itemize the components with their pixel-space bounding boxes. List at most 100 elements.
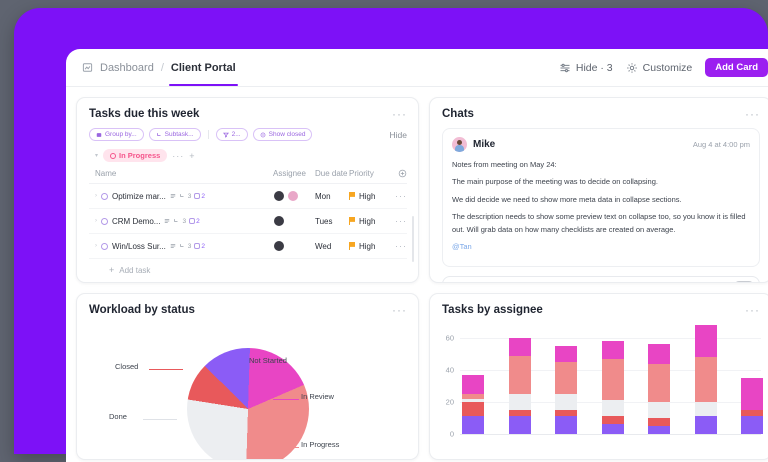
tasks-scrollbar[interactable] [412,216,414,262]
chats-card-menu[interactable]: ··· [745,107,760,121]
description-icon [170,194,176,198]
tasks-hide-link[interactable]: Hide [389,129,407,140]
priority-label: High [359,216,376,226]
chip-show-closed[interactable]: Show closed [252,128,313,141]
bar-segment [508,338,531,356]
add-task-label: Add task [119,265,151,275]
chat-mention[interactable]: @Tan [452,241,472,251]
attachment-count: 2 [196,217,200,225]
pie-slices [186,348,309,459]
status-ring-icon[interactable] [101,242,108,250]
table-row[interactable]: › Optimize mar... 3 2 [89,184,407,209]
column-header-assignee: Assignee [273,169,306,178]
attachment-icon [194,193,201,199]
bar-segment [601,416,624,425]
breadcrumb-client-portal[interactable]: Client Portal [168,61,238,86]
bar-segment [648,363,670,402]
reply-input-wrapper[interactable]: Reply to comment ... ↑ [442,276,760,282]
y-tick-label: 0 [449,429,454,439]
assignee-cell[interactable] [273,215,315,227]
task-group-add[interactable]: + [189,150,196,161]
plus-circle-icon [398,169,407,178]
due-date-cell[interactable]: Tues [315,216,333,226]
top-bar-actions: Hide · 3 Customize Add Card [559,57,768,78]
task-name-cell: › CRM Demo... 3 2 [89,217,273,226]
row-menu[interactable]: ··· [395,240,407,251]
task-name: Win/Loss Sur... [112,241,166,251]
bar-segment [601,358,624,401]
workload-card-menu[interactable]: ··· [392,303,407,317]
pie-chart: Not Started In Review In Progress Done C… [77,322,418,459]
table-row[interactable]: › Win/Loss Sur... 3 2 [89,234,407,259]
bar-column[interactable] [508,338,531,434]
expand-icon[interactable]: › [95,243,97,249]
priority-cell[interactable]: High [349,192,391,201]
due-date-cell[interactable]: Wed [315,241,332,251]
attachment-badge: 2 [194,193,205,200]
bar-segment [462,416,484,434]
row-menu[interactable]: ··· [395,215,407,226]
group-icon [96,132,102,137]
task-meta: 3 2 [170,193,205,200]
expand-icon[interactable]: › [95,193,97,199]
due-date-cell[interactable]: Mon [315,191,331,201]
subtask-count: 3 [187,242,192,250]
status-ring-icon[interactable] [101,192,108,200]
bar-column[interactable] [601,341,624,434]
priority-cell[interactable]: High [349,242,391,251]
customize-button[interactable]: Customize [626,61,693,74]
y-tick-label: 60 [445,333,454,343]
assignee-card-menu[interactable]: ··· [745,303,760,317]
add-column-button[interactable] [391,169,407,178]
bar-column[interactable] [555,346,577,434]
tasks-card-menu[interactable]: ··· [392,107,407,121]
assignee-cell[interactable] [273,240,315,252]
app-page: Dashboard / Client Portal Hide · 3 Custo… [66,49,768,462]
add-task-button[interactable]: + Add task [89,259,407,275]
bar-segment [462,398,484,403]
bar-column[interactable] [694,325,717,434]
task-group-menu[interactable]: ··· [172,150,185,161]
chip-subtask[interactable]: Subtask... [148,128,201,141]
avatar [273,240,285,252]
pie-label-not-started: Not Started [249,356,287,365]
avatar [273,215,285,227]
bar-plot-area [462,322,763,434]
y-tick-label: 40 [445,365,454,375]
sliders-icon [560,63,570,72]
status-badge-in-progress[interactable]: In Progress [103,149,168,162]
bar-segment [694,357,717,403]
priority-cell[interactable]: High [349,217,391,226]
dashboard-icon [82,63,93,72]
tasks-card-title: Tasks due this week [89,108,200,120]
table-row[interactable]: › CRM Demo... 3 2 [89,209,407,234]
hide-button[interactable]: Hide · 3 [559,62,613,74]
bar-segment [508,394,531,411]
bar-column[interactable] [462,374,484,434]
task-name: CRM Demo... [112,216,161,226]
bar-segment [462,402,484,417]
bar-segment [555,346,577,363]
breadcrumb: Dashboard / Client Portal [82,61,238,86]
bar-segment [694,325,717,358]
add-card-button[interactable]: Add Card [705,57,768,78]
breadcrumb-dashboard[interactable]: Dashboard [100,61,154,74]
chats-card-header: Chats ··· [430,98,768,126]
send-button[interactable]: ↑ [734,281,754,282]
assignee-cell[interactable] [273,190,315,202]
pie-leader-not-started [225,363,247,364]
status-dot-icon [110,152,117,159]
chevron-down-icon[interactable]: ▾ [95,153,99,159]
row-menu[interactable]: ··· [395,190,407,201]
bar-column[interactable] [648,344,670,434]
customize-label: Customize [642,61,693,74]
chip-filter[interactable]: 2... [215,128,248,141]
chip-group-by[interactable]: Group by... [89,128,144,141]
task-name: Optimize mar... [112,191,166,201]
chat-message: Mike Aug 4 at 4:00 pm Notes from meeting… [442,128,760,268]
status-ring-icon[interactable] [101,217,108,225]
expand-icon[interactable]: › [95,218,97,224]
bar-segment [648,418,670,426]
bar-column[interactable] [741,378,763,434]
bar-segment [601,400,624,417]
